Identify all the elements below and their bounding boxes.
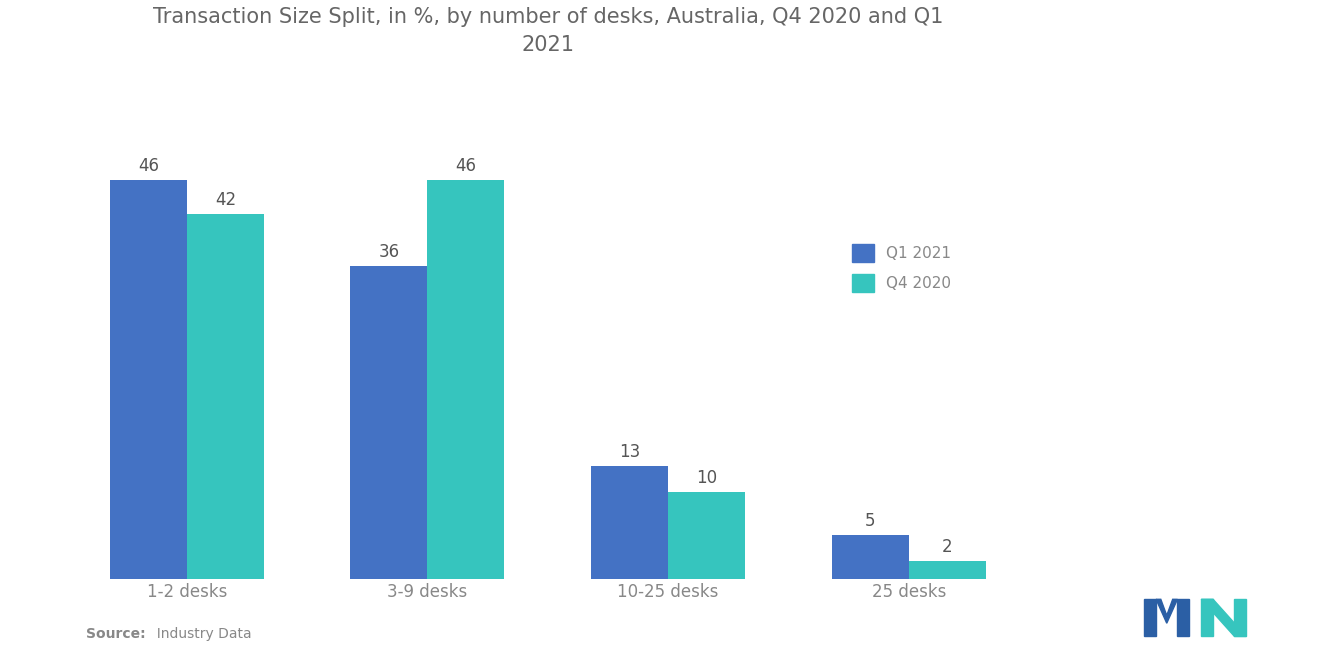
Text: Source:: Source: [86,627,145,642]
Text: 5: 5 [865,512,875,530]
Bar [591,466,668,579]
Bar [187,214,264,579]
Polygon shape [1201,599,1246,636]
Polygon shape [1201,599,1213,636]
Bar [350,267,428,579]
Bar [428,180,504,579]
Text: 13: 13 [619,443,640,461]
Text: 46: 46 [137,156,158,175]
Polygon shape [1234,599,1246,636]
Legend: Q1 2021, Q4 2020: Q1 2021, Q4 2020 [845,237,958,299]
Text: 10: 10 [696,469,717,487]
Polygon shape [1177,599,1189,636]
Bar [908,561,986,579]
Title: Transaction Size Split, in %, by number of desks, Australia, Q4 2020 and Q1
2021: Transaction Size Split, in %, by number … [153,7,942,55]
Text: 42: 42 [215,192,236,209]
Bar [832,535,908,579]
Bar [110,180,187,579]
Text: 36: 36 [379,243,400,261]
Text: Industry Data: Industry Data [148,627,252,642]
Bar [668,492,746,579]
Text: 46: 46 [455,156,477,175]
Text: 2: 2 [942,538,953,556]
Polygon shape [1156,599,1177,623]
Polygon shape [1144,599,1156,636]
